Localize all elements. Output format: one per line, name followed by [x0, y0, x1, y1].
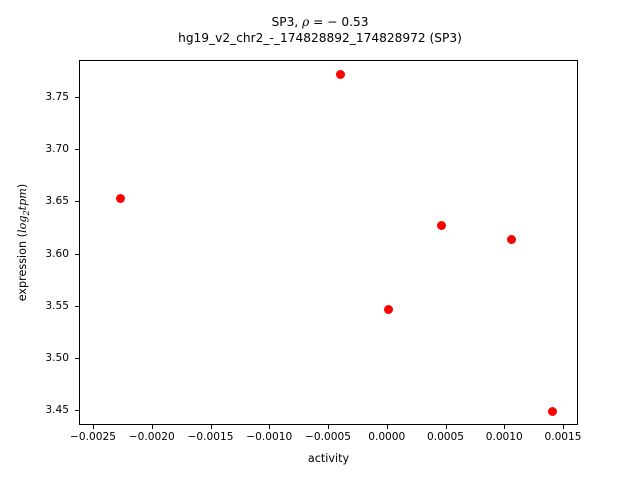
y-tick-mark: [75, 149, 79, 151]
data-point: [383, 305, 393, 315]
y-tick-mark: [75, 201, 79, 203]
y-axis-label-prefix: expression (: [16, 233, 29, 302]
y-axis-label-suffix: ): [16, 183, 29, 189]
chart-title-line-2: hg19_v2_chr2_-_174828892_174828972 (SP3): [178, 30, 462, 45]
x-tick-label: −0.0025: [70, 431, 116, 443]
y-axis-label-math-sub: 2: [22, 210, 32, 216]
x-tick-label: −0.0005: [305, 431, 351, 443]
y-tick-label: 3.60: [45, 247, 69, 260]
y-axis-label-math-tail: tpm: [16, 188, 29, 211]
x-tick-mark: [386, 425, 388, 429]
y-tick-mark: [75, 357, 79, 359]
x-tick-label: −0.0020: [128, 431, 175, 443]
x-tick-label: −0.0015: [187, 431, 234, 443]
rho-symbol: ρ: [302, 15, 310, 29]
y-tick-mark: [75, 305, 79, 307]
x-tick-mark: [269, 425, 271, 429]
data-point: [116, 193, 126, 203]
x-tick-mark: [504, 425, 506, 429]
chart-title-line-1-value: = − 0.53: [309, 15, 369, 29]
y-tick-mark: [75, 253, 79, 255]
chart-title: SP3, ρ = − 0.53 hg19_v2_chr2_-_174828892…: [0, 15, 640, 46]
y-tick-label: 3.50: [45, 351, 69, 364]
data-point: [336, 70, 346, 80]
x-tick-label: 0.0010: [485, 431, 523, 443]
data-point: [436, 221, 446, 231]
y-tick-label: 3.70: [45, 143, 69, 156]
y-axis-label: expression (log2tpm): [14, 60, 32, 425]
x-tick-mark: [563, 425, 564, 429]
data-point: [547, 406, 557, 416]
chart-title-line-1-prefix: SP3,: [271, 15, 303, 29]
y-tick-label: 3.55: [45, 299, 69, 312]
x-tick-mark: [210, 425, 212, 429]
data-point: [506, 234, 516, 244]
x-tick-mark: [93, 425, 94, 429]
plot-area: [79, 60, 578, 425]
x-tick-mark: [445, 425, 447, 429]
y-tick-label: 3.65: [45, 195, 69, 208]
y-tick-label: 3.45: [45, 404, 69, 416]
y-tick-mark: [75, 410, 79, 411]
x-tick-mark: [328, 425, 329, 429]
x-tick-label: 0.0000: [368, 431, 406, 443]
x-tick-label: 0.0005: [426, 431, 465, 443]
x-tick-label: 0.0015: [544, 431, 582, 443]
y-tick-mark: [75, 97, 79, 98]
x-axis-label: activity: [307, 452, 350, 465]
x-tick-label: −0.0010: [246, 431, 293, 443]
chart-title-line-1: SP3, ρ = − 0.53: [0, 15, 640, 31]
x-tick-mark: [151, 425, 153, 429]
y-axis-label-math-base: log: [16, 215, 29, 233]
y-tick-label: 3.75: [45, 91, 69, 103]
